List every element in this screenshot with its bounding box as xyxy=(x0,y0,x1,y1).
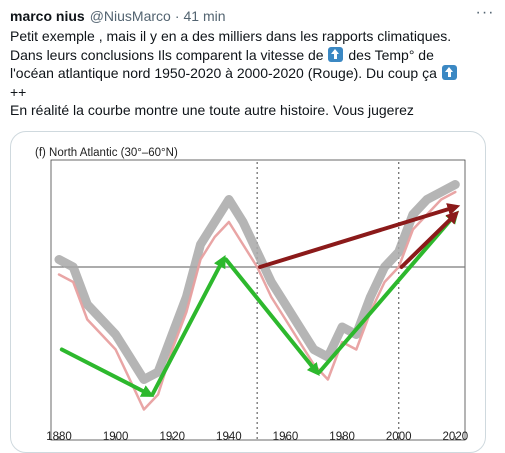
x-tick-label: 1980 xyxy=(329,431,355,443)
tweet-text-line: ++ xyxy=(10,83,27,100)
tweet-time[interactable]: 41 min xyxy=(183,8,226,24)
tweet-text-fragment: l'océan atlantique nord 1950-2020 à 2000… xyxy=(10,65,437,81)
x-tick-label: 1920 xyxy=(159,431,185,443)
tweet-text-fragment: Dans leurs conclusions Ils comparent la … xyxy=(10,46,324,63)
up-arrow-emoji-icon xyxy=(441,65,457,80)
tweet-text: Petit exemple , mais il y en a des milli… xyxy=(10,27,500,120)
tweet-text-line: Petit exemple , mais il y en a des milli… xyxy=(10,28,452,44)
green-trend-arrow xyxy=(317,210,459,374)
up-arrow-emoji-icon xyxy=(328,46,344,62)
tweet-media-image[interactable]: (f) North Atlantic (30°–60°N) 1880 1900 19… xyxy=(10,131,486,453)
tweet-text-fragment: des Temp° de xyxy=(348,46,434,63)
tweet-text-line: Dans leurs conclusions Ils comparent la … xyxy=(10,46,500,65)
tweet-text-line: l'océan atlantique nord 1950-2020 à 2000… xyxy=(10,64,500,83)
tweet-text-line: En réalité la courbe montre une toute au… xyxy=(10,102,414,118)
data-series-line xyxy=(57,190,457,411)
red-trend-arrow xyxy=(399,210,460,269)
green-trend-arrow xyxy=(150,254,226,397)
x-tick-label: 1940 xyxy=(216,431,242,443)
separator-dot: · xyxy=(174,8,180,24)
x-tick-label: 1880 xyxy=(46,431,72,443)
more-options-icon[interactable]: ··· xyxy=(475,4,495,21)
red-trend-arrow xyxy=(258,203,461,269)
author-name[interactable]: marco nius xyxy=(10,8,85,24)
x-tick-label: 1960 xyxy=(273,431,299,443)
x-tick-label: 1900 xyxy=(103,431,129,443)
green-trend-arrow xyxy=(224,257,320,376)
data-series-line xyxy=(54,180,460,384)
x-tick-label: 2020 xyxy=(443,431,469,443)
chart-title: (f) North Atlantic (30°–60°N) xyxy=(35,147,178,159)
x-tick-label: 2000 xyxy=(386,431,412,443)
north-atlantic-chart: (f) North Atlantic (30°–60°N) 1880 1900 19… xyxy=(35,147,469,443)
author-handle[interactable]: @NiusMarco xyxy=(89,8,171,24)
tweet-header: marco nius @NiusMarco · 41 min ··· xyxy=(10,4,495,26)
green-trend-arrow xyxy=(59,347,155,397)
